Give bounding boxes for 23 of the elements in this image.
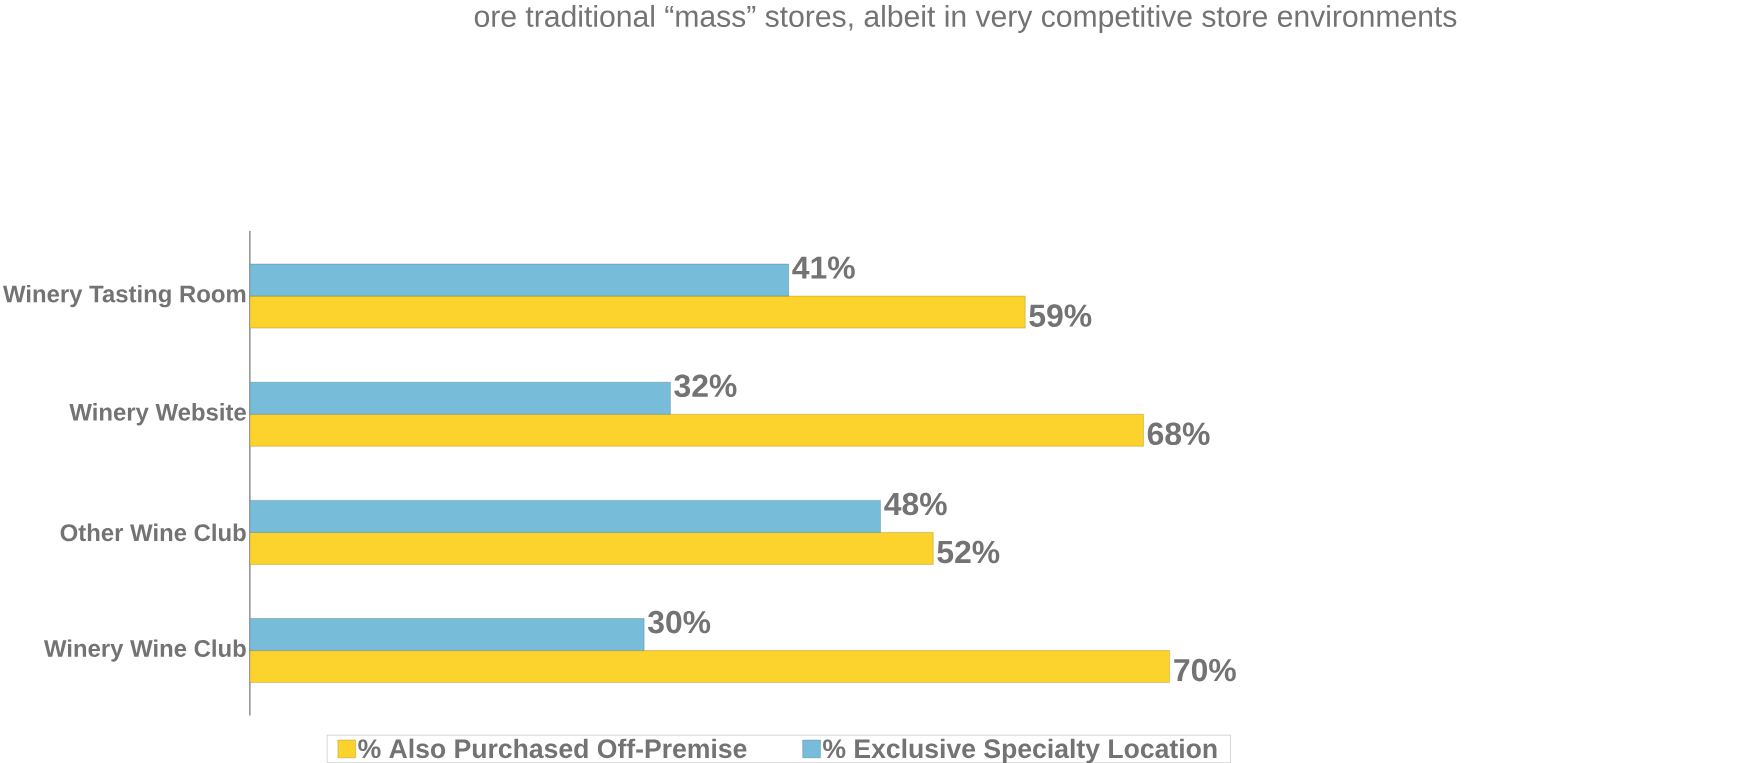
data-label: 41% <box>792 256 855 279</box>
data-label: 52% <box>937 540 1000 564</box>
data-label: 68% <box>1147 422 1210 446</box>
text: ore traditional “mass” stores, albeit in very competitive store environments <box>474 4 1457 33</box>
bar <box>249 532 934 565</box>
bar <box>249 414 1144 447</box>
data-label: 48% <box>884 492 947 516</box>
y-tick-label: Winery Tasting Room <box>2 284 246 308</box>
bar <box>249 382 671 415</box>
y-tick-label: Winery Website <box>69 403 246 426</box>
bar <box>249 650 1170 683</box>
bar <box>249 295 1026 329</box>
y-tick-label: Winery Wine Club <box>43 639 246 662</box>
legend-label: % Exclusive Specialty Location <box>823 738 1217 763</box>
y-tick-label: Other Wine Club <box>60 523 246 542</box>
bar <box>249 618 645 651</box>
data-label: 59% <box>1029 304 1092 327</box>
data-label: 70% <box>1174 658 1236 682</box>
bar <box>249 263 789 297</box>
bar <box>249 500 881 533</box>
legend-label: % Also Purchased Off-Premise <box>358 738 747 759</box>
data-label: 30% <box>647 610 711 634</box>
data-label: 32% <box>674 374 737 398</box>
